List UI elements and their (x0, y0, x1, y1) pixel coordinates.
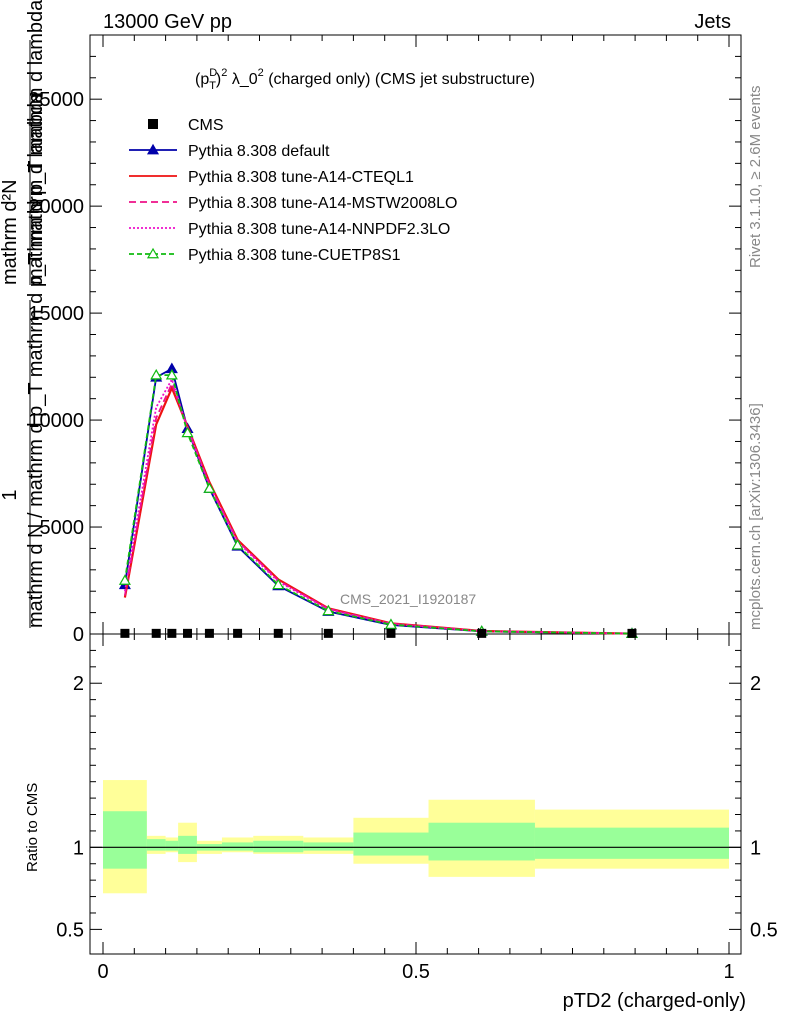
ratio-band-inner (303, 842, 354, 851)
ratio-band-inner (103, 811, 147, 869)
ratio-tick-label: 1 (73, 837, 84, 859)
series-marker (203, 482, 216, 493)
ratio-band-inner (146, 839, 166, 851)
series-marker (231, 539, 244, 550)
data-points (120, 628, 637, 638)
ratio-tick-label-right: 1 (750, 837, 761, 859)
cms-data-point (477, 628, 487, 638)
legend-marker (146, 247, 160, 259)
series-line (124, 374, 633, 635)
analysis-watermark: CMS_2021_I1920187 (340, 591, 476, 607)
ratio-tick-label: 0.5 (56, 919, 84, 941)
ratio-ylabel: Ratio to CMS (24, 783, 41, 872)
ratio-band-inner (221, 842, 254, 851)
ratio-tick-label: 2 (73, 673, 84, 695)
header-left: 13000 GeV pp (103, 11, 232, 33)
ratio-axes: 0.5 0.5 1 1 2 2 0 0.5 1 (56, 634, 778, 983)
legend-marker-cms (148, 119, 158, 129)
ratio-bands (90, 780, 741, 894)
cms-data-point (183, 628, 193, 638)
main-ylabel-line1: mathrm d²N (0, 179, 21, 285)
y-tick-label: 10000 (28, 410, 84, 432)
legend-label: CMS (188, 117, 224, 134)
ratio-band-inner (253, 840, 304, 853)
main-axes: 0 5000 10000 15000 20000 25000 (28, 35, 741, 646)
legend: CMS Pythia 8.308 default Pythia 8.308 tune… (129, 117, 457, 264)
ratio-band-inner (353, 832, 429, 856)
ratio-band-inner (534, 827, 729, 859)
legend-label: Pythia 8.308 default (188, 143, 330, 160)
cms-data-point (120, 628, 130, 638)
rivet-label: Rivet 3.1.10, ≥ 2.6M events (747, 86, 764, 269)
x-axis-label: pTD2 (charged-only) (563, 990, 746, 1012)
ratio-tick-label-right: 2 (750, 673, 761, 695)
cms-data-point (151, 628, 161, 638)
cms-data-point (627, 628, 637, 638)
series-marker (384, 618, 397, 629)
legend-label: Pythia 8.308 tune-A14-MSTW2008LO (188, 195, 457, 212)
main-ylabel-den: mathrm d N / mathrm d p_T mathrm d p_T m… (25, 91, 47, 628)
legend-label: Pythia 8.308 tune-A14-CTEQL1 (188, 169, 414, 186)
cms-data-point (233, 628, 243, 638)
legend-label: Pythia 8.308 tune-A14-NNPDF2.3LO (188, 221, 450, 238)
series-marker (150, 368, 163, 380)
plot-title: (pD T)2 λ_02 (charged only) (CMS jet subs… (195, 67, 535, 92)
main-ylabel-num: 1 (0, 489, 21, 500)
series-marker (118, 574, 131, 585)
ratio-band-inner (428, 822, 535, 861)
series-marker (165, 368, 178, 380)
ratio-plot-frame (89, 633, 742, 955)
y-tick-label: 15000 (28, 303, 84, 325)
y-tick-label: 20000 (28, 196, 84, 218)
ratio-band-inner (165, 840, 179, 851)
cms-data-point (167, 628, 177, 638)
ratio-band-inner (178, 835, 197, 854)
x-tick-label: 0.5 (402, 961, 430, 983)
cms-data-point (204, 628, 214, 638)
x-tick-label: 0 (97, 961, 108, 983)
cms-data-point (273, 628, 283, 638)
main-ylabel: mathrm d²N mathrm d p_T mathrm d lambda … (0, 0, 47, 628)
cms-data-point (323, 628, 333, 638)
y-tick-label: 25000 (28, 89, 84, 111)
series-marker (272, 578, 285, 590)
ratio-tick-label-right: 0.5 (750, 919, 778, 941)
mcplots-label: mcplots.cern.ch [arXiv:1306.3436] (747, 403, 764, 630)
series-marker (181, 426, 194, 438)
legend-marker (146, 143, 160, 155)
legend-label: Pythia 8.308 tune-CUETP8S1 (188, 247, 401, 264)
header-right: Jets (694, 11, 731, 33)
cms-data-point (386, 628, 396, 638)
x-tick-label: 1 (723, 961, 734, 983)
series-marker (322, 604, 335, 616)
y-tick-label: 0 (73, 624, 84, 646)
y-tick-label: 5000 (40, 517, 85, 539)
